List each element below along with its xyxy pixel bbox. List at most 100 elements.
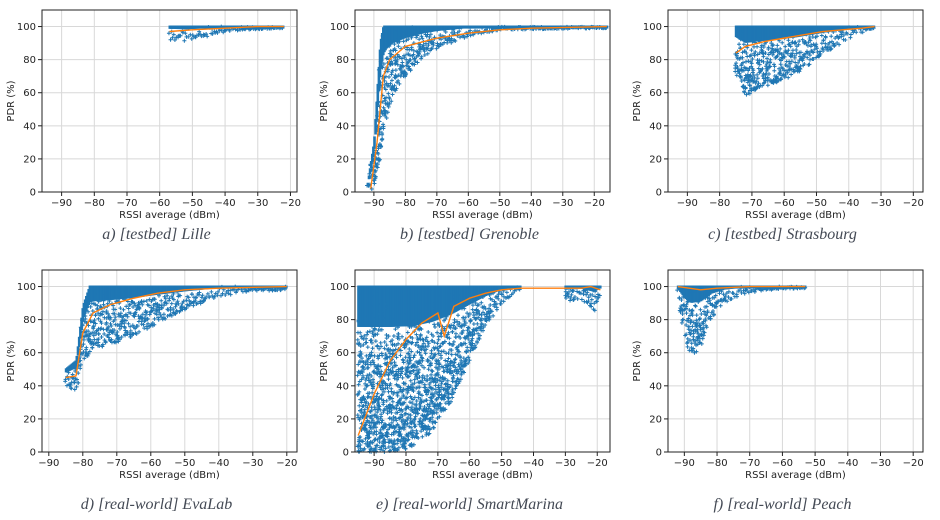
scatter-point [431, 408, 436, 413]
scatter-point [739, 78, 744, 83]
scatter-point [752, 53, 757, 58]
scatter-point [121, 307, 126, 312]
scatter-point [447, 366, 452, 371]
scatter-point [420, 434, 425, 439]
scatter-point [472, 345, 477, 350]
scatter-point [137, 329, 142, 334]
scatter-point [405, 418, 410, 423]
scatter-point [405, 421, 410, 426]
x-tick-label: −20 [276, 458, 297, 469]
scatter-point [72, 387, 77, 392]
scatter-point [586, 295, 591, 300]
scatter-point [398, 353, 403, 358]
scatter-point [501, 299, 506, 304]
scatter-point [388, 347, 393, 352]
scatter-point [424, 347, 429, 352]
scatter-point [479, 321, 484, 326]
scatter-point [390, 396, 395, 401]
scatter-point [182, 38, 187, 43]
scatter-point [694, 349, 699, 354]
scatter-point [106, 324, 111, 329]
scatter-point [396, 341, 401, 346]
scatter-point [375, 410, 380, 415]
y-tick-label: 40 [336, 381, 349, 392]
scatter-point [397, 81, 402, 86]
scatter-point [433, 352, 438, 357]
scatter-point [419, 347, 424, 352]
scatter-point [403, 381, 408, 386]
scatter-point [358, 371, 363, 376]
scatter-point [409, 442, 414, 447]
scatter-point [421, 399, 426, 404]
scatter-point [100, 343, 105, 348]
scatter-point [677, 295, 682, 300]
scatter-point [487, 314, 492, 319]
chart-caption: b) [testbed] Grenoble [400, 226, 539, 243]
scatter-point [425, 378, 430, 383]
scatter-point [388, 381, 393, 386]
scatter-point [386, 445, 391, 450]
scatter-point [365, 332, 370, 337]
scatter-point [446, 401, 451, 406]
scatter-point [451, 339, 456, 344]
scatter-point [458, 377, 463, 382]
scatter-point [410, 401, 415, 406]
scatter-point [739, 290, 744, 295]
scatter-point [385, 432, 390, 437]
scatter-point [756, 60, 761, 65]
scatter-point [389, 386, 394, 391]
scatter-point [453, 326, 458, 331]
scatter-point [168, 305, 173, 310]
scatter-point [171, 307, 176, 312]
y-tick-label: 60 [23, 88, 36, 99]
scatter-point [684, 302, 689, 307]
scatter-point [462, 35, 467, 40]
median-line [169, 25, 284, 33]
median-series [357, 285, 601, 436]
scatter-point [221, 30, 226, 35]
scatter-point [140, 316, 145, 321]
scatter-point [180, 30, 185, 35]
scatter-point [437, 44, 442, 49]
scatter-point [475, 321, 480, 326]
scatter-point [443, 358, 448, 363]
scatter-point [472, 331, 477, 336]
scatter-point [707, 296, 712, 301]
scatter-point [417, 367, 422, 372]
scatter-point [684, 311, 689, 316]
scatter-point [802, 61, 807, 66]
scatter-point [171, 32, 176, 37]
scatter-point [467, 330, 472, 335]
scatter-point [745, 80, 750, 85]
scatter-point [471, 313, 476, 318]
scatter-point [128, 334, 133, 339]
scatter-point [396, 44, 401, 49]
scatter-point [460, 331, 465, 336]
scatter-point [589, 304, 594, 309]
chart-caption: a) [testbed] Lille [102, 226, 211, 243]
scatter-point [373, 176, 378, 181]
x-tick-label: −30 [247, 198, 268, 209]
scatter-point [434, 391, 439, 396]
scatter-point [768, 57, 773, 62]
x-axis-label: RSSI average (dBm) [432, 470, 533, 481]
scatter-point [98, 313, 103, 318]
scatter-point [421, 341, 426, 346]
scatter-point [449, 352, 454, 357]
scatter-point [412, 381, 417, 386]
y-tick-label: 0 [656, 188, 662, 199]
scatter-point [194, 295, 199, 300]
scatter-point [424, 34, 429, 39]
scatter-point [427, 426, 432, 431]
scatter-point [763, 50, 768, 55]
x-tick-label: −30 [555, 458, 576, 469]
scatter-point [760, 74, 765, 79]
scatter-point [379, 420, 384, 425]
scatter-point [756, 81, 761, 86]
scatter-point [690, 313, 695, 318]
scatter-point [428, 362, 433, 367]
scatter-point [377, 157, 382, 162]
scatter-point [828, 47, 833, 52]
scatter-point [412, 377, 417, 382]
scatter-point [380, 353, 385, 358]
